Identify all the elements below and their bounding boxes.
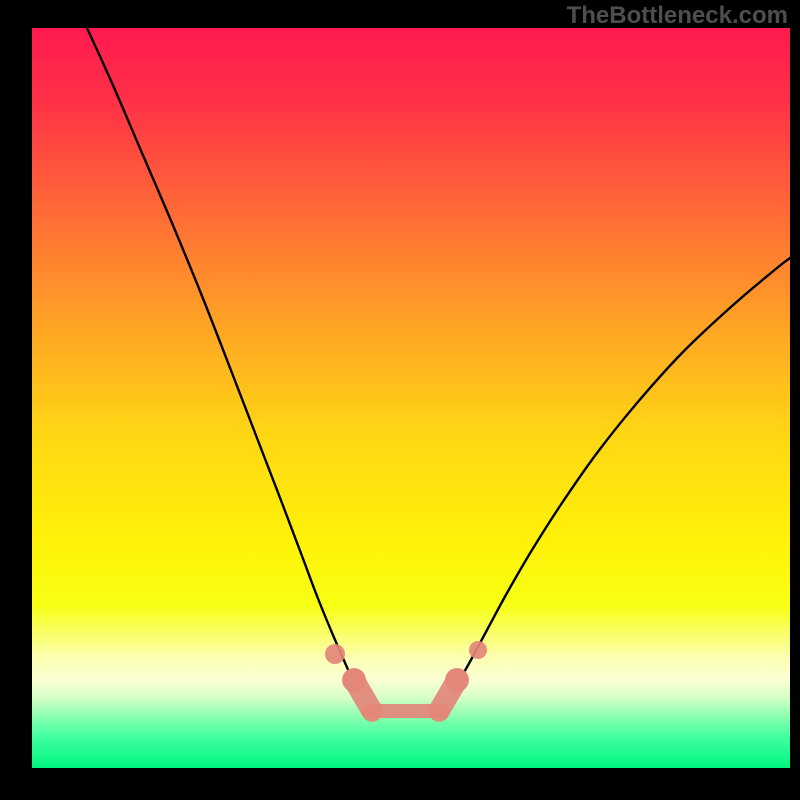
bottom-marker <box>325 641 487 718</box>
plot-area <box>32 28 790 768</box>
curve-right <box>462 258 790 676</box>
chart-curves-svg <box>32 28 790 768</box>
watermark-text: TheBottleneck.com <box>567 2 788 30</box>
chart-frame: TheBottleneck.com <box>0 0 800 800</box>
curve-left <box>87 28 350 674</box>
